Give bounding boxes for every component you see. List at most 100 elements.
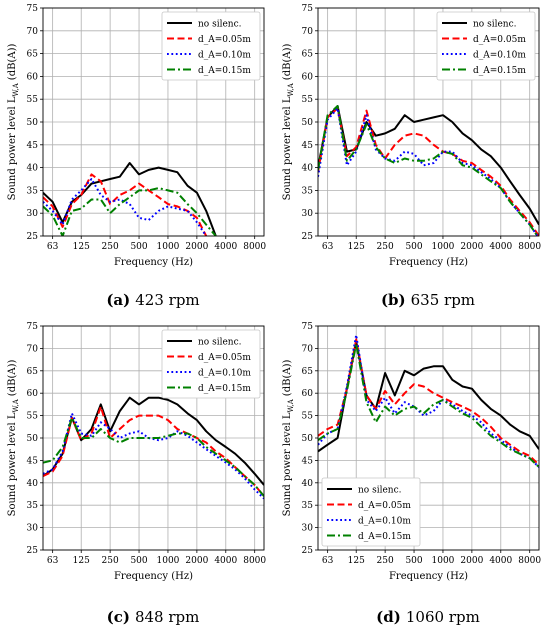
series-line (43, 396, 264, 486)
x-tick-label: 250 (377, 242, 394, 252)
series-line (318, 105, 539, 236)
legend-label: d_A=0.10m (198, 51, 251, 61)
legend-label: d_A=0.10m (358, 517, 411, 527)
panel-caption-label: (a) (106, 291, 130, 309)
x-tick-label: 250 (102, 556, 119, 566)
x-tick-label: 4000 (214, 242, 237, 252)
series-group (318, 334, 539, 468)
x-tick-label: 1000 (157, 242, 180, 252)
series-line (318, 107, 539, 236)
y-axis-label-sub: W,A (12, 82, 20, 96)
panel-caption-text: 1060 rpm (406, 608, 480, 626)
chart-panel: 25 30 35 40 45 50 55 60 65 70 75 63 125 250 500 1000 200… (7, 322, 266, 626)
legend-box (321, 477, 421, 547)
panel-caption: (a) 423 rpm (106, 291, 199, 309)
y-tick-label: 75 (302, 322, 314, 332)
panel-caption-label: (c) (107, 608, 130, 626)
y-tick-label: 35 (27, 186, 39, 196)
chart-panel: 25 30 35 40 45 50 55 60 65 70 75 63 125 250 500 1000 200… (282, 4, 541, 309)
y-tick-label: 40 (302, 479, 314, 489)
y-axis-label-unit: (dB(A)) (7, 44, 18, 81)
y-tick-label: 70 (27, 27, 39, 37)
y-tick-label: 55 (302, 95, 314, 105)
y-axis-label-unit: (dB(A)) (7, 360, 18, 397)
y-tick-label: 25 (302, 546, 314, 556)
y-tick-label: 70 (302, 27, 314, 37)
panel-caption: (b) 635 rpm (381, 291, 475, 309)
y-tick-label: 75 (302, 4, 314, 14)
legend-label: no silenc. (473, 20, 517, 30)
y-tick-label: 40 (27, 479, 39, 489)
y-tick-label: 45 (27, 456, 39, 466)
x-tick-label: 8000 (518, 556, 541, 566)
y-tick-label: 30 (302, 524, 314, 534)
plot-frame (42, 325, 265, 551)
x-tick-label: 125 (73, 242, 90, 252)
y-tick-label: 60 (27, 389, 39, 399)
x-tick-label: 4000 (214, 556, 237, 566)
x-tick-label: 500 (405, 242, 422, 252)
legend-label: d_A=0.15m (473, 66, 526, 76)
x-tick-label: 63 (47, 556, 59, 566)
series-line (43, 405, 264, 497)
x-axis-label: Frequency (Hz) (389, 257, 468, 268)
panel-caption: (c) 848 rpm (107, 608, 200, 626)
series-line (43, 412, 264, 500)
y-tick-label: 75 (27, 4, 39, 14)
series-line (318, 342, 539, 468)
y-tick-label: 55 (27, 95, 39, 105)
y-tick-label: 25 (27, 546, 39, 556)
y-tick-label: 65 (27, 50, 39, 60)
y-tick-label: 30 (27, 524, 39, 534)
x-tick-label: 125 (73, 556, 90, 566)
y-axis-label: Sound power level LW,A(dB(A)) (282, 360, 295, 517)
legend: no silenc. d_A=0.05m d_A=0.10m d_A=0.15m (321, 477, 421, 547)
y-axis-label-main: Sound power level L (282, 412, 293, 516)
plot-frame (42, 7, 265, 237)
y-axis-label: Sound power level LW,A(dB(A)) (282, 44, 295, 201)
x-tick-label: 2000 (460, 556, 483, 566)
y-axis-label: Sound power level LW,A(dB(A)) (7, 44, 20, 201)
y-tick-label: 35 (302, 186, 314, 196)
x-tick-label: 63 (47, 242, 59, 252)
panel-caption-text: 848 rpm (135, 608, 199, 626)
y-tick-label: 30 (302, 209, 314, 219)
y-tick-label: 50 (302, 434, 314, 444)
x-tick-label: 4000 (489, 556, 512, 566)
x-tick-label: 63 (322, 242, 334, 252)
series-group (43, 396, 264, 500)
y-tick-label: 70 (302, 344, 314, 354)
series-line (43, 178, 208, 236)
legend-label: d_A=0.05m (198, 353, 251, 363)
x-axis-label: Frequency (Hz) (114, 257, 193, 268)
x-tick-label: 250 (377, 556, 394, 566)
plot-frame (317, 325, 540, 551)
plot-frame (317, 7, 540, 237)
legend-label: d_A=0.15m (198, 66, 251, 76)
panel-caption-label: (b) (381, 291, 406, 309)
x-tick-label: 2000 (185, 242, 208, 252)
panel-caption-label: (d) (376, 608, 401, 626)
x-tick-label: 500 (130, 242, 147, 252)
y-axis-label-main: Sound power level L (7, 96, 18, 200)
series-line (43, 162, 217, 236)
series-line (43, 416, 264, 497)
y-axis-label: Sound power level LW,A(dB(A)) (7, 360, 20, 517)
y-axis-label-sub: W,A (12, 398, 20, 412)
y-tick-label: 45 (302, 456, 314, 466)
y-tick-label: 30 (27, 209, 39, 219)
x-tick-label: 8000 (518, 242, 541, 252)
x-axis-label: Frequency (Hz) (114, 571, 193, 582)
x-tick-label: 8000 (243, 242, 266, 252)
legend-box (161, 329, 261, 399)
x-tick-label: 1000 (432, 242, 455, 252)
legend-label: d_A=0.10m (198, 369, 251, 379)
y-tick-label: 55 (27, 412, 39, 422)
legend: no silenc. d_A=0.05m d_A=0.10m d_A=0.15m (161, 329, 261, 399)
chart-panel: 25 30 35 40 45 50 55 60 65 70 75 63 125 250 500 1000 200… (7, 4, 266, 309)
legend-label: d_A=0.05m (358, 501, 411, 511)
chart-panel: 25 30 35 40 45 50 55 60 65 70 75 63 125 250 500 1000 200… (282, 322, 541, 626)
x-tick-label: 1000 (157, 556, 180, 566)
x-tick-label: 63 (322, 556, 334, 566)
